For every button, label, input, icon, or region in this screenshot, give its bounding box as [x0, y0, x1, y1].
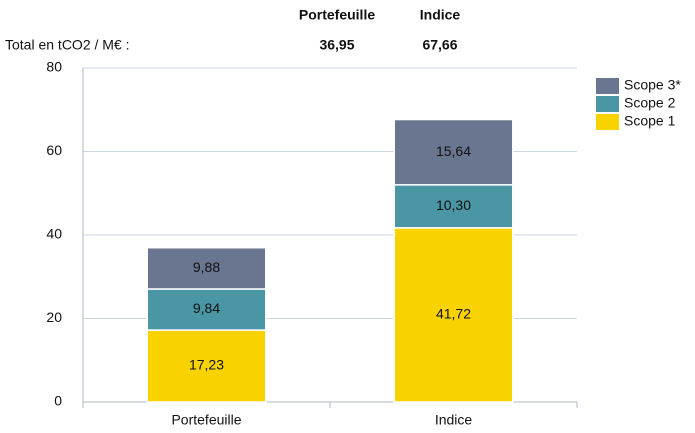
value-label: 15,64 [436, 143, 471, 159]
summary-value: 67,66 [422, 37, 457, 53]
summary-header: Portefeuille [299, 7, 375, 23]
x-tick-label: Portefeuille [171, 412, 241, 428]
bar-segment [393, 227, 514, 403]
bar-segment [146, 288, 267, 331]
value-label: 9,84 [193, 300, 220, 316]
legend-label: Scope 2 [624, 95, 676, 111]
legend-swatch [596, 114, 619, 130]
x-tick-label: Indice [435, 412, 473, 428]
y-tick-label: 20 [46, 309, 62, 325]
value-label: 17,23 [189, 357, 224, 373]
y-tick-label: 80 [46, 59, 62, 75]
value-label: 41,72 [436, 306, 471, 322]
legend-label: Scope 3* [624, 77, 681, 93]
summary-value: 36,95 [319, 37, 354, 53]
value-label: 9,88 [193, 259, 220, 275]
value-label: 10,30 [436, 197, 471, 213]
summary-label: Total en tCO2 / M€ : [5, 37, 130, 53]
y-tick-label: 60 [46, 142, 62, 158]
legend-swatch [596, 78, 619, 94]
summary-header: Indice [420, 7, 461, 23]
bar-segment [146, 246, 267, 290]
bar-segment [393, 118, 514, 186]
y-tick-label: 40 [46, 226, 62, 242]
legend-label: Scope 1 [624, 113, 676, 129]
y-tick-label: 0 [54, 393, 62, 409]
bar-segment [146, 329, 267, 403]
legend-swatch [596, 96, 619, 112]
